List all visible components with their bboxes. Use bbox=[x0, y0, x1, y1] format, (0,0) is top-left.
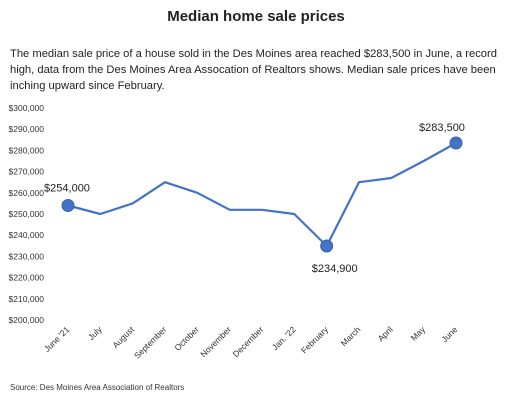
y-tick-label: $200,000 bbox=[9, 315, 45, 325]
x-tick-label: October bbox=[172, 324, 201, 353]
y-tick-label: $260,000 bbox=[9, 188, 45, 198]
x-tick-label: Jan. '22 bbox=[270, 324, 298, 352]
data-marker bbox=[449, 136, 463, 150]
x-tick-label: July bbox=[86, 324, 104, 342]
x-tick-label: November bbox=[198, 324, 233, 359]
y-tick-label: $220,000 bbox=[9, 273, 45, 283]
data-marker bbox=[61, 199, 75, 213]
source-note: Source: Des Moines Area Association of R… bbox=[10, 383, 185, 392]
x-tick-label: May bbox=[409, 324, 428, 343]
chart-description: The median sale price of a house sold in… bbox=[10, 48, 497, 92]
series-group bbox=[66, 141, 458, 248]
series-line bbox=[66, 141, 458, 248]
y-tick-label: $290,000 bbox=[9, 124, 45, 134]
y-tick-label: $300,000 bbox=[9, 103, 45, 113]
data-label: $254,000 bbox=[44, 183, 90, 195]
y-tick-label: $270,000 bbox=[9, 167, 45, 177]
x-tick-label: December bbox=[231, 324, 266, 359]
y-tick-label: $210,000 bbox=[9, 294, 45, 304]
markers-group bbox=[61, 136, 463, 253]
x-tick-label: February bbox=[299, 324, 331, 356]
data-marker bbox=[320, 239, 334, 253]
data-label: $234,900 bbox=[312, 263, 358, 275]
data-label: $283,500 bbox=[419, 122, 465, 134]
x-tick-label: April bbox=[376, 324, 395, 343]
y-tick-label: $240,000 bbox=[9, 230, 45, 240]
data-labels-group: $254,000 $234,900 $283,500 bbox=[44, 122, 465, 275]
x-tick-label: June '21 bbox=[42, 324, 72, 354]
chart-title: Median home sale prices bbox=[167, 8, 345, 25]
y-tick-label: $280,000 bbox=[9, 145, 45, 155]
x-tick-label: March bbox=[339, 324, 363, 348]
y-tick-label: $250,000 bbox=[9, 209, 45, 219]
y-tick-label: $230,000 bbox=[9, 251, 45, 261]
x-tick-label: August bbox=[110, 324, 136, 350]
y-axis-tick-labels: $200,000 $210,000 $220,000 $230,000 $240,000… bbox=[9, 103, 45, 325]
x-tick-label: June bbox=[439, 324, 459, 344]
x-tick-label: September bbox=[132, 324, 169, 361]
